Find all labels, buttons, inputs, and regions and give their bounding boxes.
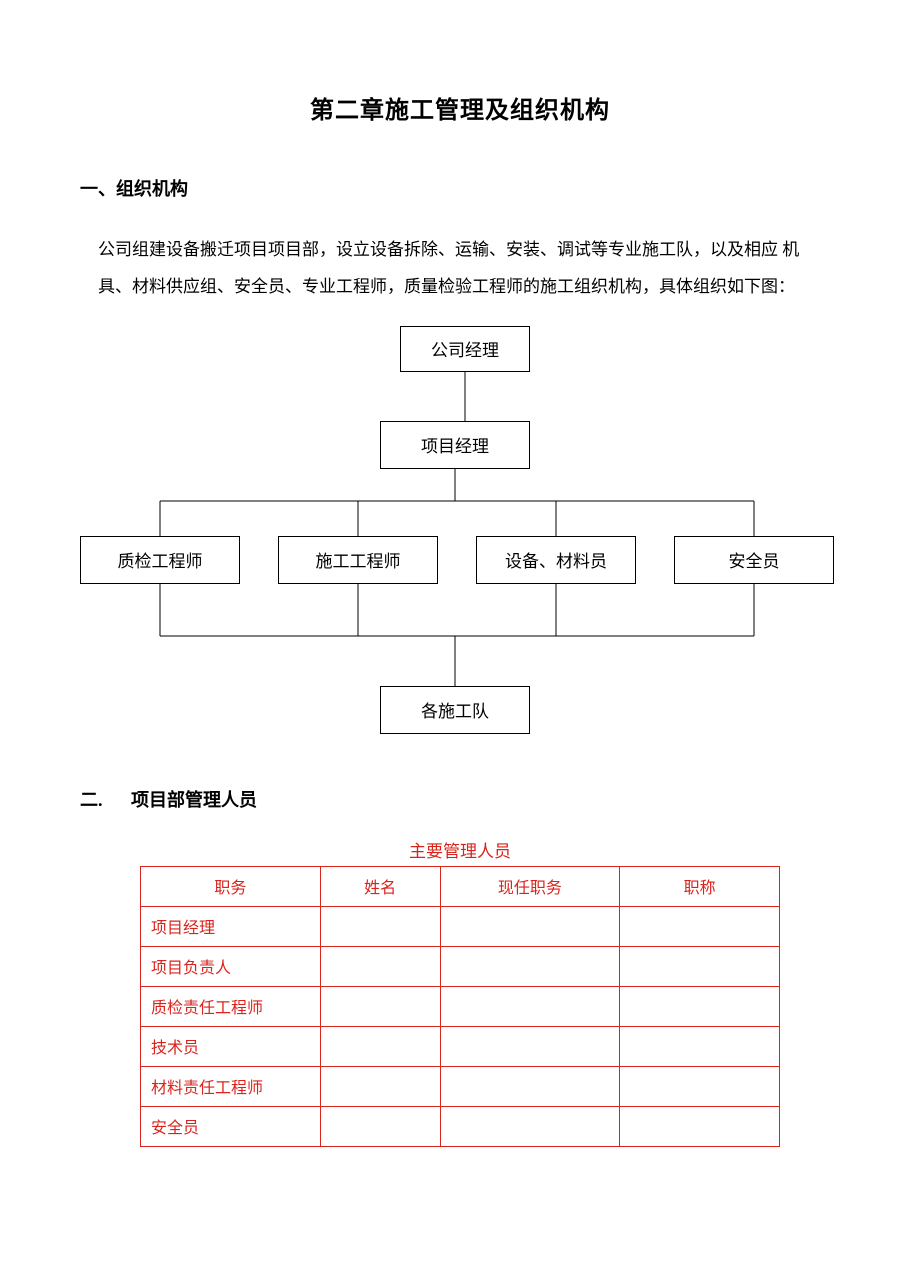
- table-cell: [320, 906, 440, 946]
- section1-paragraph: 公司组建设备搬迁项目项目部，设立设备拆除、运输、安装、调试等专业施工队，以及相应…: [80, 231, 840, 306]
- table-cell: [320, 946, 440, 986]
- section1-heading: 一、组织机构: [80, 175, 840, 201]
- org-node-n4: 设备、材料员: [476, 536, 636, 584]
- table-header: 姓名: [320, 866, 440, 906]
- table-cell: [320, 986, 440, 1026]
- org-node-n0: 公司经理: [400, 326, 530, 372]
- org-node-n5: 安全员: [674, 536, 834, 584]
- table-cell: [440, 1026, 620, 1066]
- table-cell: [320, 1106, 440, 1146]
- table-cell: [440, 1066, 620, 1106]
- table-cell: 技术员: [141, 1026, 321, 1066]
- table-cell: 质检责任工程师: [141, 986, 321, 1026]
- table-row: 项目负责人: [141, 946, 780, 986]
- page-title: 第二章施工管理及组织机构: [80, 90, 840, 125]
- org-node-n2: 质检工程师: [80, 536, 240, 584]
- section2-text: 项目部管理人员: [131, 786, 257, 812]
- section2-num: 二.: [80, 786, 103, 812]
- table-title: 主要管理人员: [80, 837, 840, 862]
- table-header: 职称: [620, 866, 780, 906]
- table-row: 安全员: [141, 1106, 780, 1146]
- table-row: 材料责任工程师: [141, 1066, 780, 1106]
- table-cell: [620, 986, 780, 1026]
- table-cell: [620, 1106, 780, 1146]
- table-row: 质检责任工程师: [141, 986, 780, 1026]
- org-node-n6: 各施工队: [380, 686, 530, 734]
- table-row: 项目经理: [141, 906, 780, 946]
- table-cell: 安全员: [141, 1106, 321, 1146]
- para-line2: 具、材料供应组、安全员、专业工程师，质量检验工程师的施工组织机构，具体组织如下图…: [80, 268, 840, 305]
- table-cell: [440, 986, 620, 1026]
- org-node-n3: 施工工程师: [278, 536, 438, 584]
- table-cell: 项目负责人: [141, 946, 321, 986]
- table-cell: [620, 1066, 780, 1106]
- mgmt-table: 职务姓名现任职务职称项目经理项目负责人质检责任工程师技术员材料责任工程师安全员: [140, 866, 780, 1147]
- table-row: 技术员: [141, 1026, 780, 1066]
- section2-heading: 二. 项目部管理人员: [80, 786, 840, 812]
- table-cell: [320, 1026, 440, 1066]
- table-cell: [620, 906, 780, 946]
- table-cell: [440, 1106, 620, 1146]
- org-chart: 公司经理项目经理质检工程师施工工程师设备、材料员安全员各施工队: [80, 326, 840, 746]
- table-cell: 项目经理: [141, 906, 321, 946]
- table-header: 现任职务: [440, 866, 620, 906]
- table-cell: [620, 946, 780, 986]
- table-cell: 材料责任工程师: [141, 1066, 321, 1106]
- org-node-n1: 项目经理: [380, 421, 530, 469]
- table-cell: [440, 946, 620, 986]
- table-cell: [320, 1066, 440, 1106]
- para-line1: 公司组建设备搬迁项目项目部，设立设备拆除、运输、安装、调试等专业施工队，以及相应…: [80, 231, 840, 268]
- table-header: 职务: [141, 866, 321, 906]
- table-cell: [440, 906, 620, 946]
- table-cell: [620, 1026, 780, 1066]
